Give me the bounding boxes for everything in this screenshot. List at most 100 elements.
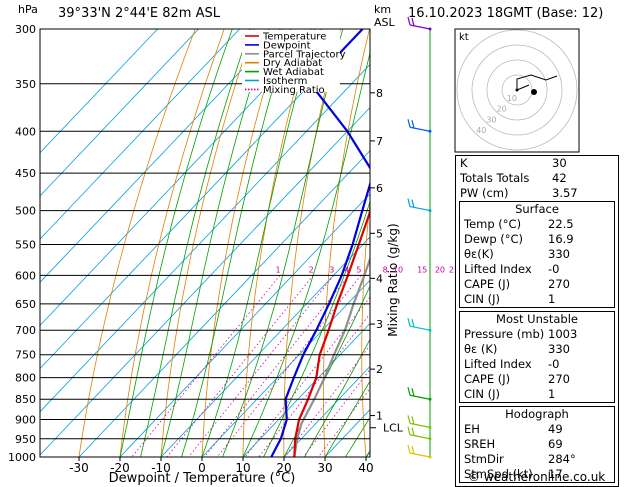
wind-barb-dot [428,425,432,429]
isotherm-line [40,29,240,240]
wind-barb-flag [411,388,415,397]
mixing-ratio-label: 4 [344,265,349,274]
mixing-ratio-label: 10 [393,265,403,274]
surface-row: CIN (J) 1 [464,292,556,306]
pressure-tick-label: 400 [15,125,36,138]
pressure-tick-label: 850 [15,393,36,406]
mixing-ratio-label: 2 [309,265,314,274]
pressure-tick-label: 650 [15,298,36,311]
mixing-ratio-label: 1 [275,265,280,274]
isotherm-line [40,29,322,327]
wind-barb-flag [411,416,415,425]
wind-barb-flag [407,387,411,396]
x-tick-label: 10 [235,461,250,475]
x-tick-label: 40 [358,461,373,475]
mixing-ratio-label: 3 [329,265,334,274]
mu-row: θε (K) 330 [464,342,570,356]
wet-adiabat [140,29,251,457]
isotherm-line [242,322,370,457]
most-unstable-section: Most Unstable Pressure (mb) 1003 θε (K) 33… [459,311,615,403]
dry-adiabat [435,29,457,457]
x-tick-label: 20 [276,461,291,475]
wet-adiabat [160,29,270,457]
km-tick-label: 3 [376,318,383,331]
legend-label: Isotherm [263,76,307,87]
mixing-ratio-line [216,275,362,457]
hodograph-origin [515,88,519,92]
isotherm-line [160,236,370,457]
legend-label: Dewpoint [263,40,311,51]
isotherm-line [40,29,158,154]
mixing-ratio-label: 15 [417,265,427,274]
mixing-ratio-label: 5 [356,265,361,274]
wind-profile [407,16,432,459]
wind-barb-flag [407,415,411,424]
surface-row: θε(K) 330 [464,247,570,261]
mixing-ratio-axis-label: Mixing Ratio (g/kg) [386,223,400,336]
mixing-ratio-line [317,387,370,457]
hodograph-section: Hodograph EH 49 SREH 69 StmDir 284° StmSpd … [459,406,615,483]
dry-adiabat [119,29,225,457]
mixing-ratio-line [131,275,281,457]
hodograph-trace [516,74,558,90]
pressure-tick-label: 500 [15,205,36,218]
wind-barb-flag [411,120,415,129]
x-axis-label: Dewpoint / Temperature (°C) [109,471,296,486]
mixing-ratio-line [188,275,335,457]
wind-barb-flag [411,427,415,436]
wind-barb [409,325,431,331]
isotherm-line [201,279,370,457]
hodograph-ring [456,29,578,151]
km-tick-label: 5 [376,227,383,240]
surface-row: Dewp (°C) 16.9 [464,232,574,246]
x-tick-label: 30 [317,461,332,475]
wind-barb [409,452,431,458]
surface-row: Lifted Index -0 [464,262,560,276]
wind-barb-dot [428,27,432,31]
station-title: 39°33'N 2°44'E 82m ASL [58,6,220,21]
pressure-tick-label: 700 [15,324,36,337]
wind-barb [409,434,431,440]
x-tick-label: -10 [151,461,171,475]
legend-label: Wet Adiabat [263,67,324,78]
legend-label: Parcel Trajectory [263,49,346,60]
dry-adiabat [160,29,254,457]
isotherm-line [40,29,199,197]
pressure-tick-label: 800 [15,372,36,385]
hodograph-kt-label: kt [459,32,469,43]
surface-row: CAPE (J) 270 [464,277,570,291]
hodograph-trace [516,84,530,91]
hodograph-title: Hodograph [505,407,569,421]
wind-barb-flag [407,426,411,435]
km-axis-label: km [374,3,391,16]
x-tick-label: -20 [110,461,130,475]
legend-background [242,30,340,92]
hodograph-ring [486,59,548,121]
hodo-row: StmSpd (kt) 17 [464,467,563,481]
x-tick-label: 0 [198,461,206,475]
km-tick-label: 1 [376,410,383,423]
legend-label: Mixing Ratio [263,85,325,96]
wind-barb-flag [407,198,411,207]
footer-credit: © weatheronline.co.uk [468,470,606,484]
most-unstable-title: Most Unstable [496,312,578,326]
surface-row: Temp (°C) 22.5 [464,217,574,231]
pressure-tick-label: 350 [15,78,36,91]
isotherm-line [78,150,370,457]
pressure-tick-label: 950 [15,433,36,446]
mixing-ratio-label: 20 [435,265,445,274]
wind-barb-dot [428,397,432,401]
pressure-tick-label: 750 [15,349,36,362]
hodograph-ring-label: 30 [486,115,496,124]
hodograph-ring-label: 10 [507,94,517,103]
km-tick-label: 8 [376,87,383,100]
wet-adiabat [304,338,370,457]
isotherm-line [119,193,370,457]
km-tick-label: 6 [376,182,383,195]
wet-adiabat [119,29,233,457]
mu-row: CIN (J) 1 [464,387,556,401]
pressure-tick-label: 1000 [8,451,36,464]
hodograph-ring [471,44,563,136]
